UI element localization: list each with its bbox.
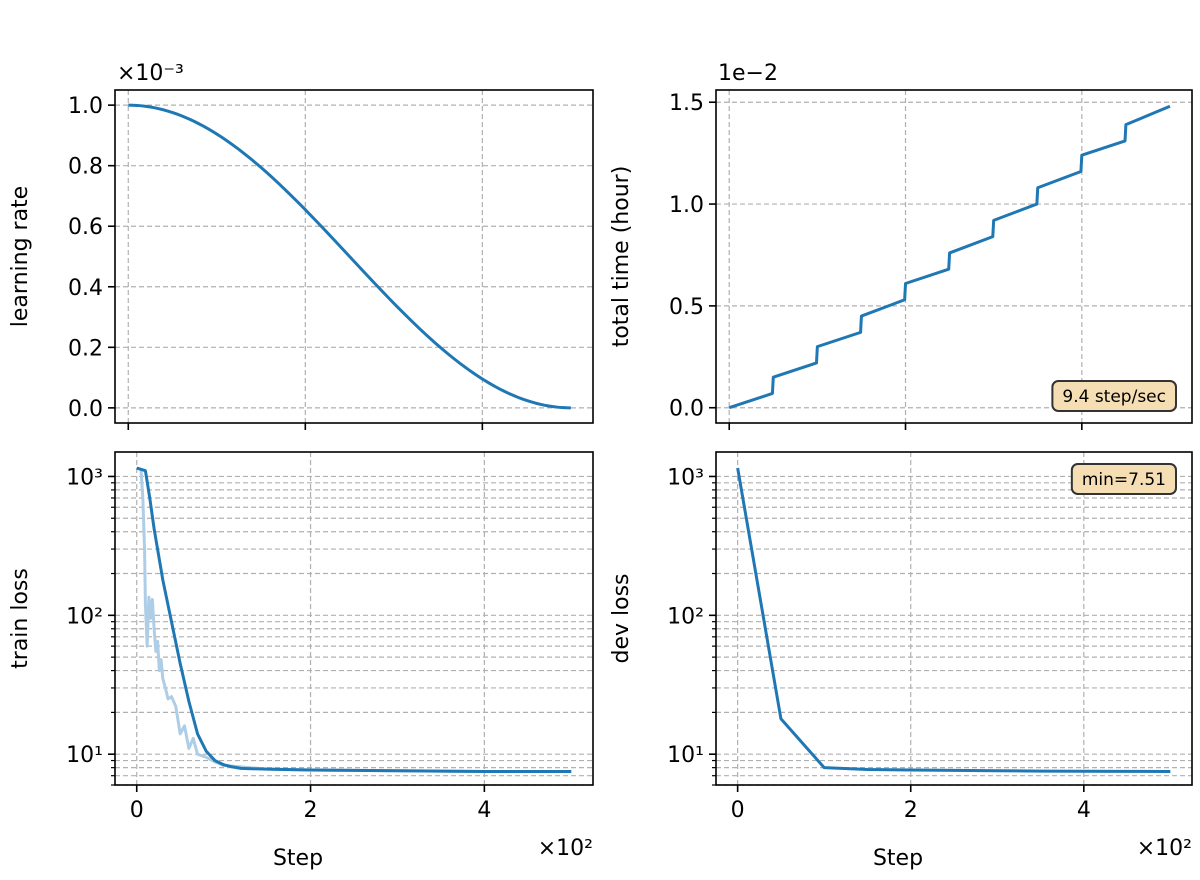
y-tick-label: 0.5: [669, 295, 704, 320]
y-tick-label: 10²: [667, 604, 704, 629]
axes-frame: [114, 451, 594, 786]
y-tick-label: 10³: [667, 465, 704, 490]
y-axis-label: dev loss: [609, 573, 634, 663]
x-tick-label: 2: [304, 798, 318, 823]
y-tick-label: 1.5: [669, 91, 704, 116]
x-axis-label: Step: [273, 846, 323, 871]
y-tick-label: 10¹: [667, 743, 704, 768]
train-loss-panel: 0 2 4 10¹ 10² 10³ train loss Step ×10²: [8, 451, 594, 871]
y-tick-label: 0.0: [68, 397, 103, 422]
y-tick-label: 0.4: [68, 276, 103, 301]
annotation-box: 9.4 step/sec: [1051, 380, 1177, 412]
x-tick-label: 2: [904, 798, 918, 823]
x-tick-label: 0: [130, 798, 144, 823]
y-axis-label: learning rate: [8, 186, 33, 327]
dev-loss-panel: 0 2 4 10¹ 10² 10³ dev loss Step ×10² min=7.51: [609, 451, 1193, 871]
y-axis-label: total time (hour): [609, 166, 634, 348]
x-tick-label: 4: [477, 798, 491, 823]
learning-rate-panel: 0.0 0.2 0.4 0.6 0.8 1.0 learning rate ×10⁻³: [8, 61, 594, 430]
y-tick-label: 0.0: [669, 397, 704, 422]
series-line: [736, 467, 1171, 773]
axes-frame: [715, 89, 1193, 424]
y-tick-label: 0.2: [68, 336, 103, 361]
grid: [716, 452, 1192, 786]
total-time-panel: 0.0 0.5 1.0 1.5 total time (hour) 1e−2 9.4 ste…: [609, 61, 1193, 430]
axis-offset-label: ×10²: [1137, 836, 1192, 861]
grid: [115, 90, 593, 423]
y-tick-label: 1.0: [669, 193, 704, 218]
annotation-background: [1070, 463, 1177, 495]
annotation-text: 9.4 step/sec: [1062, 387, 1166, 407]
axes-frame: [715, 451, 1193, 786]
x-axis-label: Step: [873, 846, 923, 871]
series-line: [136, 466, 572, 774]
y-tick-label: 0.8: [68, 155, 103, 180]
y-tick-label: 0.6: [68, 215, 103, 240]
series-line: [128, 103, 571, 410]
annotation-background: [1051, 380, 1177, 412]
annotation-box: min=7.51: [1070, 463, 1177, 495]
annotation-text: min=7.51: [1082, 470, 1166, 490]
y-axis-label: train loss: [8, 568, 33, 669]
axes-frame: [114, 89, 594, 424]
axis-offset-label: ×10²: [538, 836, 593, 861]
x-tick-label: 0: [731, 798, 745, 823]
series-line: [728, 104, 1171, 410]
y-tick-label: 10¹: [66, 743, 103, 768]
axis-offset-label: ×10⁻³: [117, 61, 184, 86]
y-tick-label: 10³: [66, 465, 103, 490]
axis-offset-label: 1e−2: [718, 61, 778, 86]
y-tick-label: 10²: [66, 604, 103, 629]
y-tick-label: 1.0: [68, 94, 103, 119]
x-tick-label: 4: [1077, 798, 1091, 823]
